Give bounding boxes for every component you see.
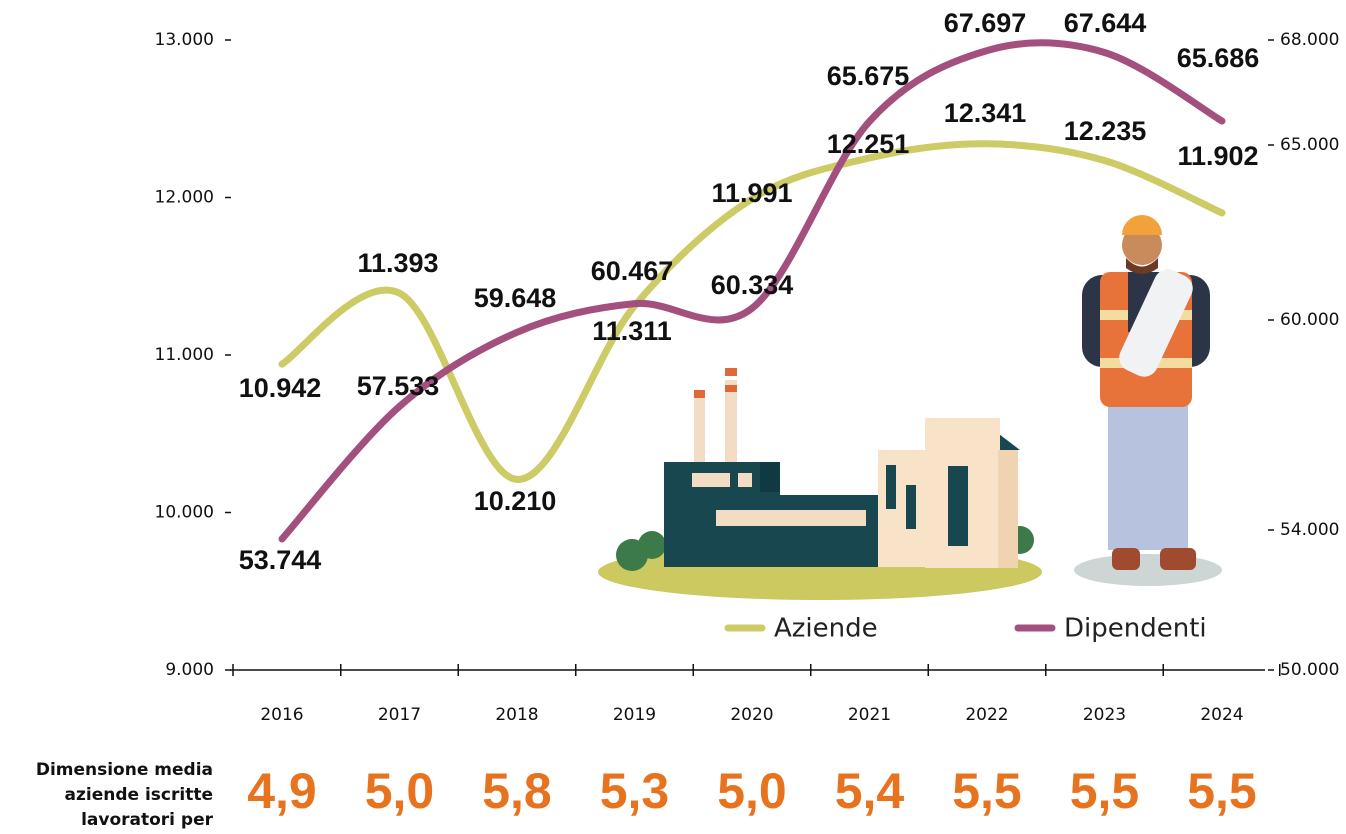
data-label: 10.210 (474, 486, 557, 516)
y-tick-label: 10.000 (155, 503, 214, 523)
data-label: 67.697 (944, 8, 1027, 38)
data-label: 67.644 (1064, 8, 1147, 38)
data-label: 59.648 (474, 283, 557, 313)
y2-tick-label: 68.000 (1280, 30, 1339, 50)
average-size-value: 5,5 (1070, 763, 1140, 819)
x-tick-label: 2021 (848, 705, 891, 725)
data-label: 11.991 (711, 178, 792, 208)
y2-tick-label: 50.000 (1280, 660, 1339, 680)
x-tick-label: 2023 (1083, 705, 1126, 725)
x-tick-label: 2022 (965, 705, 1008, 725)
y2-tick-label: 54.000 (1280, 520, 1339, 540)
average-size-value: 5,3 (600, 763, 670, 819)
data-label: 11.393 (357, 248, 438, 278)
average-size-value: 5,4 (835, 763, 905, 819)
data-label: 60.467 (591, 256, 674, 286)
x-tick-label: 2024 (1200, 705, 1243, 725)
data-label: 65.686 (1177, 43, 1260, 73)
x-tick-label: 2016 (260, 705, 303, 725)
x-tick-label: 2019 (613, 705, 656, 725)
y-tick-label: 9.000 (165, 660, 214, 680)
data-label: 57.533 (357, 371, 440, 401)
x-tick-label: 2018 (495, 705, 538, 725)
legend-label: Dipendenti (1064, 614, 1207, 644)
average-size-value: 5,0 (717, 763, 787, 819)
data-label: 11.311 (592, 316, 672, 346)
data-label: 10.942 (239, 373, 322, 403)
legend-label: Aziende (774, 614, 878, 644)
data-label: 12.251 (827, 129, 910, 159)
data-label: 12.341 (944, 98, 1027, 128)
y-tick-label: 11.000 (155, 345, 214, 365)
average-size-value: 5,5 (952, 763, 1022, 819)
data-label: 12.235 (1064, 116, 1147, 146)
data-label: 53.744 (239, 545, 322, 575)
x-tick-label: 2017 (378, 705, 421, 725)
data-label: 11.902 (1177, 141, 1258, 171)
y-tick-label: 12.000 (155, 188, 214, 208)
data-label: 65.675 (827, 61, 910, 91)
series-line (278, 39, 1226, 543)
x-tick-label: 2020 (730, 705, 773, 725)
illustration (598, 215, 1222, 600)
average-size-value: 5,0 (365, 763, 435, 819)
y-tick-label: 13.000 (155, 30, 214, 50)
series-line (278, 140, 1226, 483)
y2-tick-label: 60.000 (1280, 310, 1339, 330)
average-size-label: Dimensione media aziende iscritte lavora… (35, 760, 213, 830)
plot: 9.000 10.000 11.000 12.000 13.000 50.000 54.00… (155, 8, 1340, 819)
average-size-value: 4,9 (247, 763, 317, 819)
data-label: 60.334 (711, 270, 794, 300)
average-size-value: 5,8 (482, 763, 552, 819)
y2-tick-label: 65.000 (1280, 135, 1339, 155)
average-size-value: 5,5 (1187, 763, 1257, 819)
